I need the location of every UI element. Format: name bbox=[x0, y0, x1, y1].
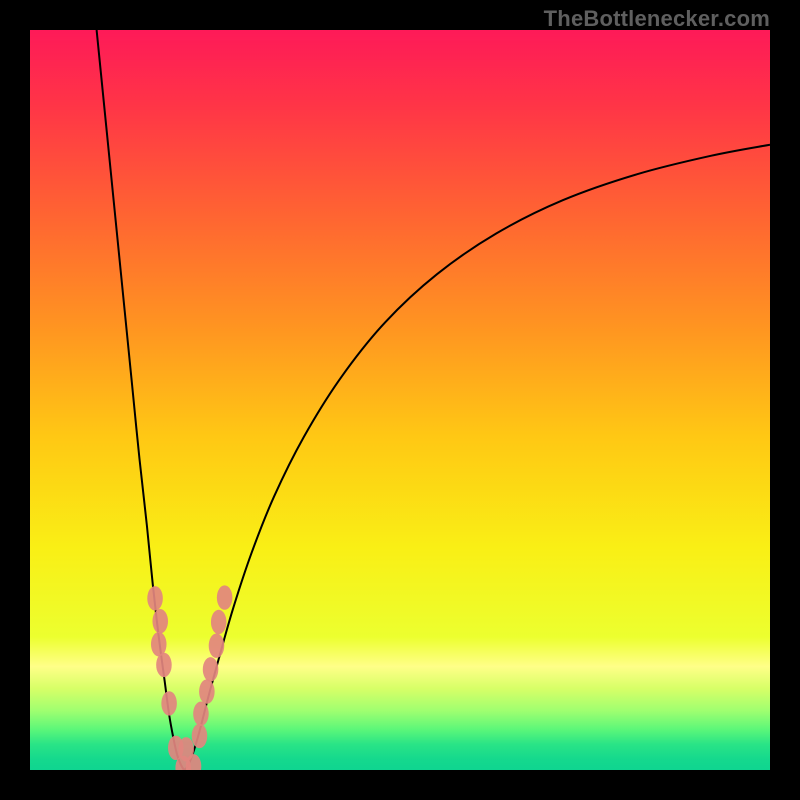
data-marker bbox=[211, 610, 227, 634]
data-marker bbox=[203, 657, 219, 681]
plot-area bbox=[30, 30, 770, 770]
watermark-text: TheBottlenecker.com bbox=[544, 6, 770, 32]
data-marker bbox=[217, 585, 233, 609]
data-marker bbox=[161, 691, 177, 715]
chart-frame: TheBottlenecker.com bbox=[0, 0, 800, 800]
data-marker bbox=[152, 609, 168, 633]
data-marker bbox=[156, 653, 172, 677]
data-marker bbox=[147, 586, 163, 610]
data-marker bbox=[193, 702, 209, 726]
data-marker bbox=[209, 633, 225, 657]
data-marker bbox=[199, 679, 215, 703]
chart-svg bbox=[30, 30, 770, 770]
data-marker bbox=[192, 724, 208, 748]
gradient-background bbox=[30, 30, 770, 770]
